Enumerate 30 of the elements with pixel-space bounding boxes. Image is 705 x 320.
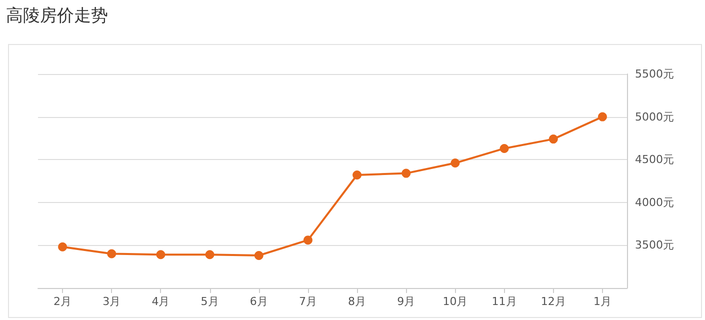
point [58,242,68,252]
point [156,250,166,260]
point [303,236,312,245]
x-tick-label: 3月 [102,295,121,308]
point [548,134,558,144]
y-tick-label: 3500元 [635,238,674,252]
x-tick-label: 12月 [540,295,566,308]
point [450,158,460,168]
x-tick-label: 11月 [492,295,517,308]
point [205,250,214,260]
x-tick-label: 2月 [54,295,72,308]
point [352,170,362,180]
y-tick-label: 5500元 [635,68,674,80]
point [500,144,509,153]
y-tick-label: 5000元 [635,110,674,124]
x-tick-label: 4月 [152,295,170,308]
point [254,250,264,260]
x-tick-label: 1月 [593,295,612,308]
point [402,168,411,178]
x-tick-label: 7月 [298,295,317,308]
y-tick-label: 4500元 [635,153,674,166]
x-tick-label: 8月 [348,295,366,308]
point [598,112,607,122]
x-tick-label: 10月 [442,295,468,308]
x-tick-label: 6月 [250,295,268,308]
point [107,249,116,258]
x-tick-label: 9月 [397,295,416,308]
y-tick-label: 4000元 [635,196,674,209]
chart-title: 高陵房价走势 [6,5,108,27]
x-tick-label: 5月 [200,295,219,308]
